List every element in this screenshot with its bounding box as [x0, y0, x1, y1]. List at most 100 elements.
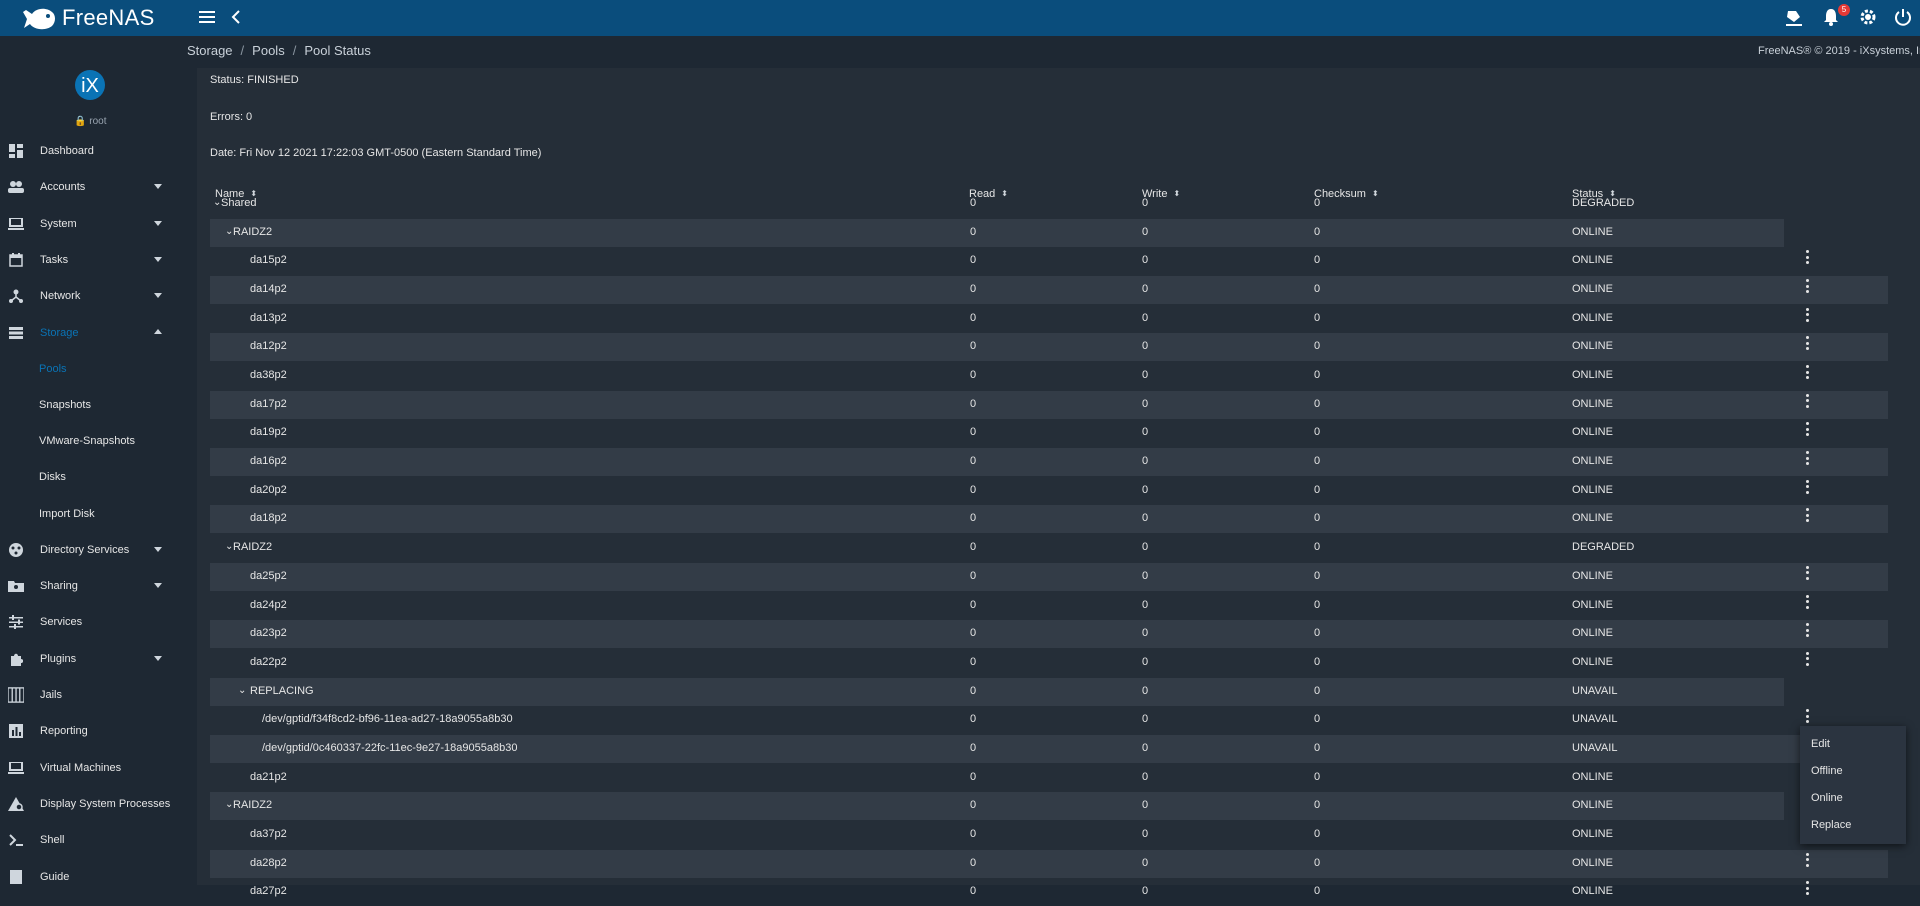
cell-read: 0 [970, 741, 977, 754]
chevron-down-icon[interactable]: ⌄ [238, 684, 247, 696]
table-row[interactable] [210, 878, 1888, 906]
chevron-down-icon[interactable]: ⌄ [225, 541, 234, 553]
sidebar-item-storage[interactable]: Storage [0, 314, 180, 350]
chevron-down-icon[interactable]: ⌄ [213, 197, 222, 208]
table-row[interactable] [210, 305, 1888, 333]
more-vert-icon[interactable] [1802, 307, 1812, 323]
column-header-name[interactable]: Name ⬍ [215, 188, 258, 200]
more-vert-icon[interactable] [1802, 450, 1812, 466]
sidebar-item-virtual-machines[interactable]: Virtual Machines [0, 750, 180, 786]
more-vert-icon[interactable] [1802, 651, 1812, 667]
more-vert-icon[interactable] [1802, 479, 1812, 495]
table-row[interactable] [210, 419, 1888, 447]
bell-icon[interactable] [1821, 8, 1841, 28]
sidebar-item-jails[interactable]: Jails [0, 677, 180, 713]
table-row[interactable] [210, 390, 1888, 419]
table-row[interactable] [210, 764, 1888, 792]
more-vert-icon[interactable] [1802, 565, 1812, 581]
more-vert-icon[interactable] [1802, 335, 1812, 351]
cell-status: ONLINE [1572, 225, 1613, 238]
table-row[interactable] [210, 333, 1888, 362]
table-row[interactable] [210, 276, 1888, 305]
sidebar-subitem-snapshots[interactable]: Snapshots [39, 399, 91, 412]
table-row[interactable] [210, 477, 1888, 505]
cell-write: 0 [1142, 340, 1149, 353]
sidebar-subitem-vmware-snapshots[interactable]: VMware-Snapshots [39, 435, 135, 448]
table-row[interactable] [210, 247, 1888, 275]
sidebar-item-sharing[interactable]: Sharing [0, 568, 180, 604]
table-row[interactable] [210, 792, 1784, 821]
more-vert-icon[interactable] [1802, 393, 1812, 409]
caret-down-icon [154, 583, 162, 589]
more-vert-icon[interactable] [1802, 507, 1812, 523]
sidebar-item-guide[interactable]: Guide [0, 858, 180, 885]
more-vert-icon[interactable] [1802, 421, 1812, 437]
sidebar-subitem-import-disk[interactable]: Import Disk [39, 507, 95, 520]
freenas-logo[interactable]: FreeNAS [22, 4, 155, 32]
more-vert-icon[interactable] [1802, 249, 1812, 265]
user-name[interactable]: 🔒 root [74, 116, 107, 127]
more-vert-icon[interactable] [1802, 364, 1812, 380]
column-header-read[interactable]: Read ⬍ [969, 188, 1008, 200]
sidebar-subitem-disks[interactable]: Disks [39, 471, 66, 484]
table-row[interactable] [210, 677, 1784, 706]
power-icon[interactable] [1893, 8, 1913, 28]
more-vert-icon[interactable] [1802, 880, 1812, 896]
table-row[interactable] [210, 448, 1888, 477]
sidebar-item-services[interactable]: Services [0, 604, 180, 640]
table-row[interactable] [210, 534, 1784, 562]
cell-write: 0 [1142, 455, 1149, 468]
chevron-down-icon[interactable]: ⌄ [225, 799, 234, 811]
cell-checksum: 0 [1314, 827, 1321, 840]
more-vert-icon[interactable] [1802, 852, 1812, 868]
column-header-status[interactable]: Status ⬍ [1572, 188, 1616, 200]
table-row[interactable] [210, 362, 1888, 390]
back-icon[interactable] [226, 8, 246, 28]
cell-name: da15p2 [250, 254, 287, 267]
sidebar-item-shell[interactable]: Shell [0, 822, 180, 858]
cell-write: 0 [1142, 512, 1149, 525]
menu-icon[interactable] [197, 8, 217, 28]
settings-icon[interactable] [1858, 8, 1878, 28]
table-row[interactable] [210, 562, 1888, 591]
column-header-write[interactable]: Write ⬍ [1142, 188, 1181, 200]
column-header-checksum[interactable]: Checksum ⬍ [1314, 188, 1379, 200]
table-row[interactable] [210, 592, 1888, 620]
sidebar-item-system[interactable]: System [0, 206, 180, 242]
table-row[interactable] [210, 849, 1888, 878]
table-row[interactable] [210, 218, 1784, 247]
sidebar-item-tasks[interactable]: Tasks [0, 242, 180, 278]
more-vert-icon[interactable] [1802, 708, 1812, 724]
menu-item-offline[interactable]: Offline [1811, 765, 1843, 777]
sidebar-item-display-system-processes[interactable]: Display System Processes [0, 786, 180, 822]
sidebar-item-accounts[interactable]: Accounts [0, 169, 180, 205]
cell-write: 0 [1142, 541, 1149, 554]
cell-write: 0 [1142, 627, 1149, 640]
table-row[interactable] [210, 649, 1888, 677]
chevron-down-icon[interactable]: ⌄ [225, 225, 234, 237]
table-row[interactable] [210, 190, 1784, 218]
sidebar-item-reporting[interactable]: Reporting [0, 713, 180, 749]
sidebar: iX 🔒 root Dashboard Accounts System Tasks Ne… [0, 36, 180, 885]
sidebar-subitem-pools[interactable]: Pools [39, 362, 67, 375]
breadcrumb-storage[interactable]: Storage [187, 43, 233, 58]
tasks-icon [8, 252, 24, 268]
sidebar-item-dashboard[interactable]: Dashboard [0, 133, 180, 169]
menu-item-replace[interactable]: Replace [1811, 819, 1852, 831]
table-row[interactable] [210, 620, 1888, 649]
more-vert-icon[interactable] [1802, 622, 1812, 638]
cell-checksum: 0 [1314, 541, 1321, 554]
menu-item-online[interactable]: Online [1811, 792, 1843, 804]
more-vert-icon[interactable] [1802, 594, 1812, 610]
table-row[interactable] [210, 505, 1888, 534]
table-row[interactable] [210, 821, 1888, 849]
more-vert-icon[interactable] [1802, 278, 1812, 294]
table-row[interactable] [210, 734, 1888, 763]
sidebar-item-plugins[interactable]: Plugins [0, 641, 180, 677]
menu-item-edit[interactable]: Edit [1811, 738, 1830, 750]
directory-icon[interactable] [1784, 8, 1804, 28]
sidebar-item-directory-services[interactable]: Directory Services [0, 532, 180, 568]
cell-write: 0 [1142, 283, 1149, 296]
sidebar-item-network[interactable]: Network [0, 278, 180, 314]
breadcrumb-pools[interactable]: Pools [252, 43, 285, 58]
